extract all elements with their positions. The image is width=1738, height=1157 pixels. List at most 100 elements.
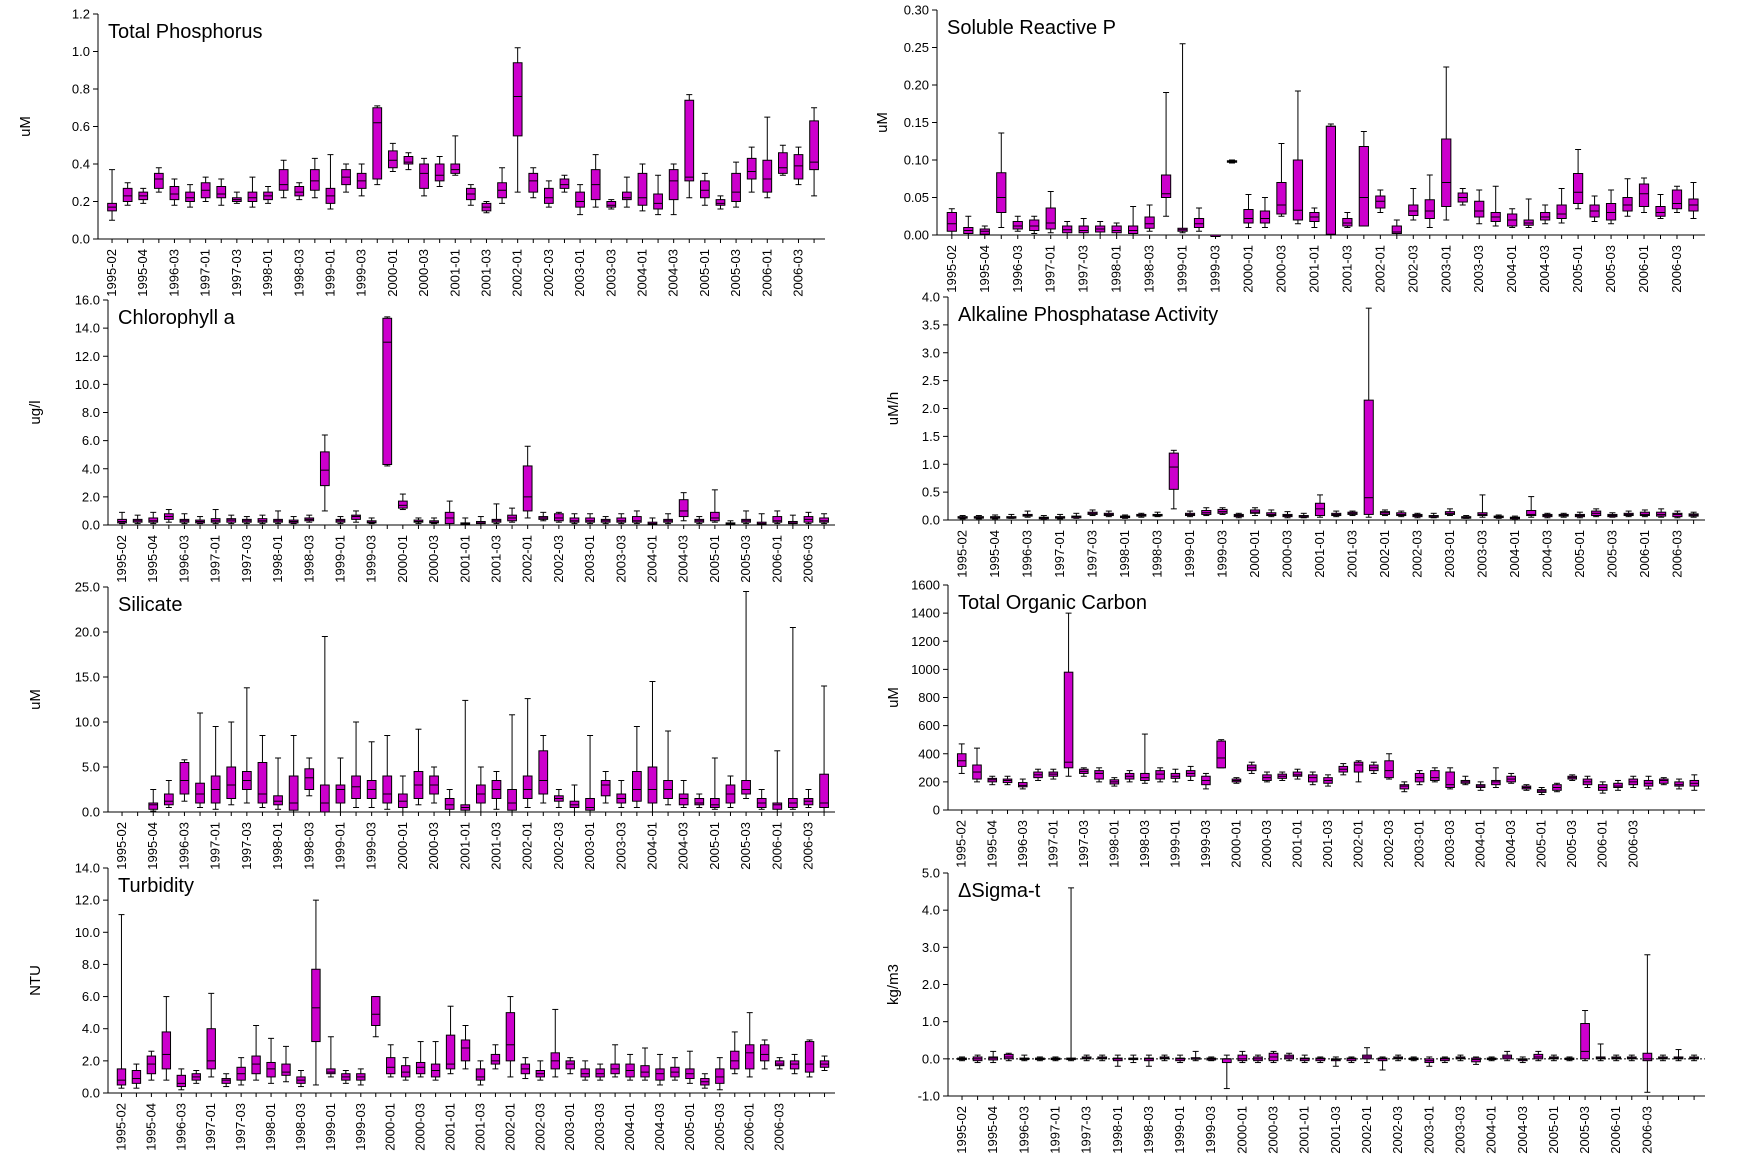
box-iqr [1674, 781, 1684, 787]
box-iqr [575, 191, 585, 208]
box-8 [1071, 512, 1082, 519]
box-36 [653, 174, 663, 216]
box-5 [169, 178, 180, 206]
box-36 [663, 730, 673, 806]
box-3 [988, 1050, 999, 1064]
box-23 [450, 135, 461, 176]
box-iqr [372, 107, 383, 180]
box-iqr [415, 1061, 426, 1075]
box-25 [481, 201, 492, 214]
y-tick-label: 1400 [911, 606, 940, 621]
x-tick-label: 1995-04 [985, 1106, 1000, 1154]
box-iqr [1168, 452, 1179, 490]
x-tick-label: 2001-03 [478, 249, 493, 297]
box-iqr [569, 517, 580, 523]
box-42 [746, 146, 757, 193]
y-tick-label: 6.0 [82, 433, 100, 448]
box-iqr [730, 1050, 740, 1070]
box-2 [963, 215, 974, 236]
box-42 [730, 1031, 740, 1075]
x-tick-label: 2006-03 [800, 535, 815, 583]
x-tick-label: 2001-01 [1297, 1106, 1312, 1154]
box-1 [946, 208, 957, 236]
x-tick-label: 1995-02 [954, 1106, 969, 1154]
box-35 [1475, 781, 1486, 791]
box-38 [670, 1057, 680, 1081]
box-20 [1259, 197, 1271, 228]
box-36 [663, 513, 673, 525]
y-tick-label: 0.0 [82, 805, 100, 820]
box-iqr [1556, 204, 1567, 219]
box-24 [1331, 510, 1342, 518]
box-19 [387, 142, 398, 172]
x-tick-label: 1995-04 [145, 822, 160, 870]
box-28 [1391, 219, 1402, 236]
x-tick-label: 1998-01 [270, 535, 285, 583]
box-39 [685, 1050, 695, 1084]
box-42 [756, 789, 767, 810]
x-tick-label: 1999-03 [364, 535, 379, 583]
box-27 [522, 698, 533, 808]
box-2 [131, 1063, 142, 1089]
x-tick-label: 1997-01 [198, 249, 213, 297]
box-7 [1050, 1056, 1061, 1062]
x-tick-label: 2001-03 [1328, 1106, 1343, 1154]
y-tick-label: 0.15 [904, 115, 929, 130]
x-tick-label: 1998-03 [1137, 820, 1152, 868]
x-tick-label: 2001-03 [472, 1103, 487, 1151]
box-1 [957, 1056, 967, 1062]
x-tick-label: 1997-03 [1079, 1106, 1094, 1154]
x-tick-label: 1997-03 [1085, 530, 1100, 578]
x-tick-label: 1996-03 [176, 822, 191, 870]
box-iqr [1622, 197, 1633, 212]
x-tick-label: 2001-01 [1290, 820, 1305, 868]
x-tick-label: 2001-03 [1339, 245, 1354, 293]
x-tick-label: 1998-03 [301, 822, 316, 870]
x-tick-label: 2003-03 [1474, 530, 1489, 578]
x-tick-label: 1995-02 [954, 820, 969, 868]
x-tick-label: 2001-03 [488, 535, 503, 583]
box-3 [979, 225, 990, 236]
box-30 [1399, 781, 1410, 793]
box-36 [640, 1047, 650, 1081]
y-tick-label: 4.0 [82, 1021, 100, 1036]
box-iqr [148, 517, 159, 523]
box-44 [778, 144, 788, 176]
x-tick-label: 2000-01 [1228, 820, 1243, 868]
box-2 [972, 747, 982, 783]
box-6 [185, 184, 195, 208]
box-iqr [1029, 219, 1040, 231]
box-26 [1338, 763, 1349, 776]
y-tick-label: 1.2 [72, 7, 90, 22]
box-iqr [778, 152, 788, 174]
x-tick-label: 1999-01 [332, 822, 347, 870]
box-21 [415, 1041, 426, 1078]
box-42 [1582, 775, 1593, 788]
y-tick-label: 1.5 [922, 429, 940, 444]
x-tick-label: 2006-01 [769, 535, 784, 583]
x-tick-label: 2001-03 [1320, 820, 1335, 868]
box-iqr [247, 191, 258, 202]
box-8 [1062, 221, 1073, 236]
box-iqr [294, 186, 305, 197]
box-45 [1642, 954, 1653, 1093]
box-25 [1342, 212, 1353, 228]
box-40 [715, 195, 726, 210]
y-tick-label: 10.0 [75, 377, 100, 392]
box-iqr [622, 191, 632, 201]
x-tick-label: 2003-01 [1421, 1106, 1436, 1154]
box-iqr [444, 798, 455, 810]
x-tick-label: 2005-03 [1577, 1106, 1592, 1154]
box-iqr [1441, 138, 1452, 207]
y-tick-label: 0.00 [904, 228, 929, 243]
y-tick-label: 0.4 [72, 157, 90, 172]
box-34 [1471, 1056, 1481, 1065]
box-26 [1358, 131, 1369, 227]
box-9 [241, 516, 252, 525]
box-16 [1201, 507, 1212, 517]
box-iqr [789, 1060, 800, 1070]
x-tick-label: 2003-03 [1442, 820, 1457, 868]
box-11 [266, 1037, 276, 1084]
box-22 [430, 1041, 441, 1081]
x-tick-label: 1999-01 [1175, 245, 1190, 293]
